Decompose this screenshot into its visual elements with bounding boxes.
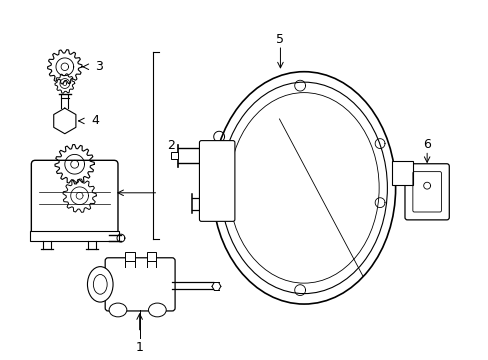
Text: 1: 1 <box>136 341 143 354</box>
Text: 3: 3 <box>95 60 103 73</box>
Bar <box>146 252 156 261</box>
FancyBboxPatch shape <box>404 164 448 220</box>
Ellipse shape <box>148 303 166 317</box>
FancyBboxPatch shape <box>31 160 118 235</box>
Text: 2: 2 <box>167 139 175 152</box>
Polygon shape <box>54 108 76 134</box>
Text: 6: 6 <box>422 138 430 151</box>
FancyBboxPatch shape <box>105 258 175 311</box>
Text: 4: 4 <box>91 114 99 127</box>
Bar <box>30 231 119 241</box>
Text: 5: 5 <box>276 33 284 46</box>
Ellipse shape <box>109 303 126 317</box>
FancyBboxPatch shape <box>199 141 234 221</box>
Bar <box>124 252 135 261</box>
Bar <box>391 161 412 185</box>
Bar <box>170 152 178 159</box>
Ellipse shape <box>87 267 113 302</box>
